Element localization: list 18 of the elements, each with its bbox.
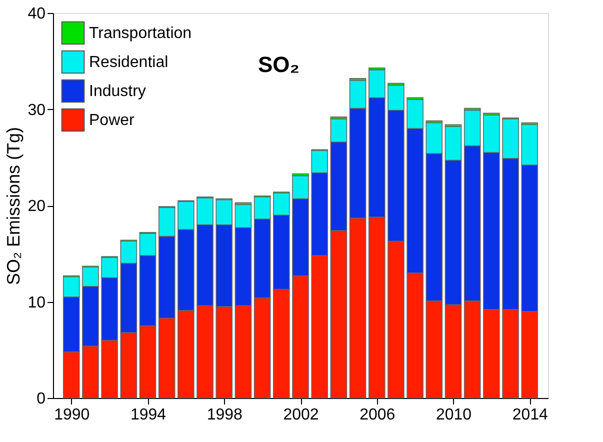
y-tick-label: 30 <box>28 102 46 119</box>
y-tick-label: 0 <box>36 390 46 408</box>
legend-label: Industry <box>89 83 146 100</box>
x-tick-label: 2014 <box>512 406 548 424</box>
legend-label: Residential <box>89 54 168 71</box>
x-tick-label: 1994 <box>130 406 166 424</box>
x-tick-label: 2006 <box>360 406 396 424</box>
y-axis-title: SO₂ Emissions (Tg) <box>4 126 24 286</box>
x-tick-label: 2010 <box>436 406 472 424</box>
y-tick-label: 40 <box>28 6 46 22</box>
x-tick-label: 1990 <box>54 406 90 424</box>
y-tick-label: 20 <box>28 198 46 215</box>
legend-label: Transportation <box>89 25 192 42</box>
text: SO₂ <box>258 52 300 77</box>
legend-label: Power <box>89 112 136 129</box>
y-tick-label: 10 <box>28 294 46 312</box>
x-tick-label: 1998 <box>206 406 243 424</box>
x-tick-label: 2002 <box>283 406 319 424</box>
